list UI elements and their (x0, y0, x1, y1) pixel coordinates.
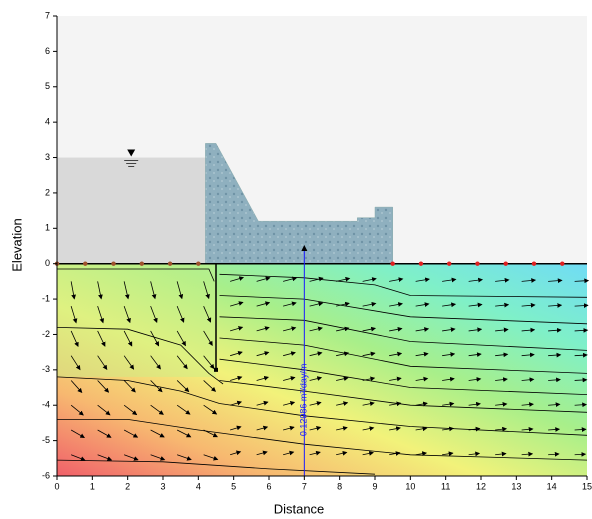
x-tick-label: 5 (231, 481, 236, 491)
head-node (419, 261, 423, 265)
x-tick-label: 14 (547, 481, 557, 491)
y-tick-label: 5 (45, 81, 50, 91)
y-tick-label: 4 (45, 117, 50, 127)
head-field-upstream (57, 264, 216, 377)
x-tick-label: 1 (90, 481, 95, 491)
x-axis-title: Distance (274, 501, 325, 516)
x-tick-label: 6 (266, 481, 271, 491)
x-tick-label: 10 (405, 481, 415, 491)
head-node (168, 261, 172, 265)
x-tick-label: 11 (441, 481, 450, 491)
x-tick-label: 4 (196, 481, 201, 491)
head-node (83, 261, 87, 265)
y-tick-label: -6 (42, 470, 50, 480)
y-tick-label: -1 (42, 293, 50, 303)
head-node (390, 261, 394, 265)
y-tick-label: -3 (42, 364, 50, 374)
head-node (532, 261, 536, 265)
x-tick-label: 7 (302, 481, 307, 491)
x-tick-label: 13 (511, 481, 521, 491)
plot-area: 0.12986 m³/day/m0123456789101112131415-6… (42, 10, 592, 491)
x-tick-label: 0 (54, 481, 59, 491)
head-node (560, 261, 564, 265)
x-tick-label: 12 (476, 481, 486, 491)
y-tick-label: 6 (45, 46, 50, 56)
chart: Distance Elevation 0.12986 m³/day/m01234… (0, 0, 592, 519)
head-node (140, 261, 144, 265)
y-tick-label: -5 (42, 435, 50, 445)
head-node (504, 261, 508, 265)
sheet-pile-end (214, 368, 218, 372)
reservoir (57, 158, 205, 264)
y-tick-label: 3 (45, 152, 50, 162)
x-tick-label: 2 (125, 481, 130, 491)
x-tick-label: 15 (582, 481, 592, 491)
x-tick-label: 8 (337, 481, 342, 491)
y-tick-label: 7 (45, 10, 50, 20)
head-node (447, 261, 451, 265)
y-axis-title: Elevation (9, 218, 24, 271)
x-tick-label: 9 (372, 481, 377, 491)
y-tick-label: 2 (45, 187, 50, 197)
x-tick-label: 3 (160, 481, 165, 491)
head-node (111, 261, 115, 265)
head-node (475, 261, 479, 265)
y-tick-label: 0 (45, 258, 50, 268)
head-node (196, 261, 200, 265)
y-tick-label: -2 (42, 329, 50, 339)
y-tick-label: 1 (45, 223, 50, 233)
flux-label: 0.12986 m³/day/m (299, 364, 309, 437)
y-tick-label: -4 (42, 400, 50, 410)
